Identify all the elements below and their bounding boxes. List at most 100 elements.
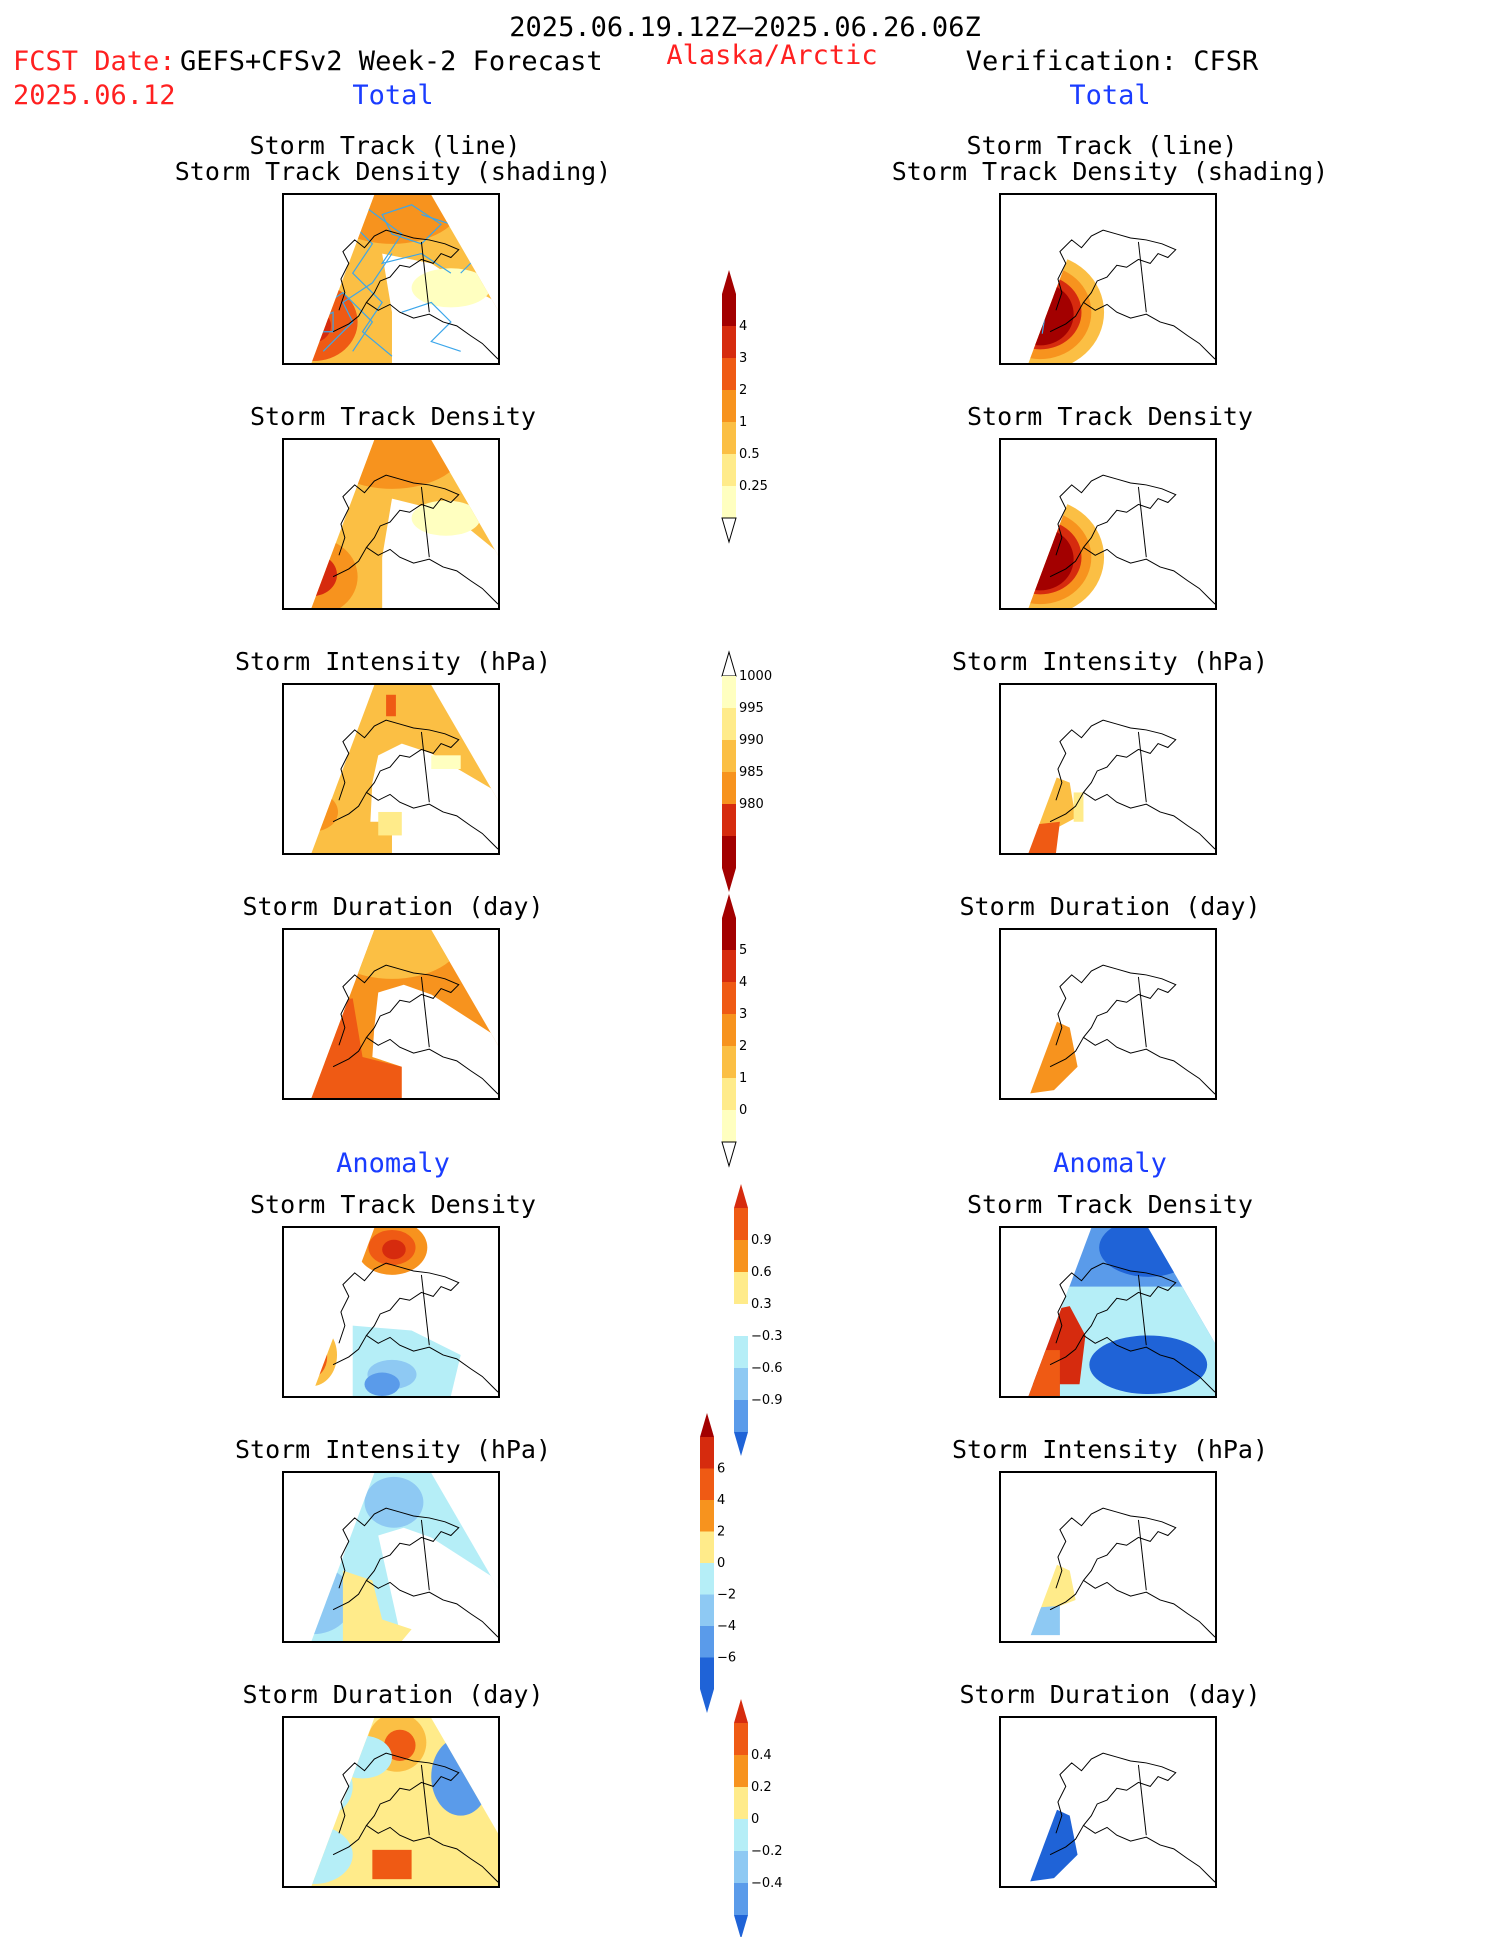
- colorbar-segment: [734, 1208, 748, 1240]
- colorbar-segment: [734, 1400, 748, 1432]
- colorbar-segment: [722, 740, 736, 772]
- coastline: [338, 719, 498, 850]
- colorbar-segment: [734, 1883, 748, 1915]
- shading-layer: [311, 195, 498, 363]
- peninsula-coastline: [1049, 1037, 1084, 1068]
- colorbar-tick-label: −2: [717, 1588, 736, 1603]
- shading-layer: [1028, 1228, 1215, 1396]
- shade-area: [364, 1372, 400, 1396]
- map-duration-forecast: [282, 928, 500, 1100]
- colorbar-tick-label: 0: [751, 1812, 759, 1827]
- shade-area: [1028, 1557, 1076, 1610]
- peninsula-coastline: [1049, 302, 1084, 333]
- border-line: [1137, 486, 1147, 558]
- anomaly-label-left: Anomaly: [336, 1148, 450, 1179]
- colorbar-tick-label: 985: [739, 765, 764, 780]
- peninsula-coastline: [1049, 1580, 1084, 1611]
- colorbar-tick-label: 0.9: [751, 1233, 772, 1248]
- colorbar-tick-label: 0.2: [751, 1780, 772, 1795]
- colorbar-segment: [722, 358, 736, 390]
- shade-area: [370, 743, 498, 853]
- map-density-verification: [999, 438, 1217, 610]
- colorbar-segment: [722, 422, 736, 454]
- shade-area: [1028, 1802, 1078, 1885]
- map-duration-anom-forecast: [282, 1716, 500, 1888]
- shade-area: [386, 694, 396, 717]
- colorbar-tick-label: 1000: [739, 669, 772, 684]
- border-line: [1137, 1274, 1147, 1346]
- shade-area: [411, 268, 491, 308]
- shade-area: [1073, 792, 1084, 822]
- colorbar-tick-label: 0.4: [751, 1748, 772, 1763]
- shade-area: [431, 755, 461, 769]
- shade-area: [311, 553, 338, 597]
- colorbar-intensity: 1000 995 990 985 980: [721, 646, 782, 892]
- title-density-right: Storm Track Density: [967, 402, 1253, 431]
- colorbar-duration-anom: 0.4 0.2 0 −0.2 −0.4: [734, 1693, 794, 1937]
- colorbar-tick-label: 995: [739, 701, 764, 716]
- peninsula-coastline: [332, 302, 367, 333]
- colorbar-segment: [700, 1626, 714, 1658]
- colorbar-tick-label: 4: [717, 1493, 725, 1508]
- border-line: [1137, 1764, 1147, 1836]
- colorbar-tick-label: −4: [717, 1619, 736, 1634]
- coastline: [1055, 1507, 1215, 1638]
- shading-layer: [311, 930, 498, 1098]
- colorbar-segment: [722, 1110, 736, 1142]
- colorbar-segment: [700, 1594, 714, 1626]
- colorbar-intensity-anom-svg: 6 4 2 0 −2 −4 −6: [700, 1413, 736, 1713]
- title-intensity-anom-left: Storm Intensity (hPa): [234, 1435, 552, 1464]
- colorbar-segment: [734, 1787, 748, 1819]
- border-line: [420, 1519, 430, 1591]
- colorbar-tick-label: 4: [739, 319, 747, 334]
- border-line: [420, 1274, 430, 1346]
- coastline: [1055, 719, 1215, 850]
- colorbar-arrow-top: [734, 1184, 748, 1208]
- coastline: [1055, 229, 1215, 360]
- title-density-anom-left: Storm Track Density: [250, 1190, 536, 1219]
- peninsula-coastline: [1049, 792, 1084, 823]
- colorbar-segment: [722, 1078, 736, 1110]
- border-line: [1137, 1519, 1147, 1591]
- colorbar-segment: [722, 676, 736, 708]
- colorbar-segment: [700, 1500, 714, 1532]
- anomaly-label-right: Anomaly: [1053, 1148, 1167, 1179]
- colorbar-density: 4 3 2 1 0.5 0.25: [721, 264, 782, 548]
- shading-layer: [1028, 1718, 1080, 1885]
- coastline: [1055, 964, 1215, 1095]
- border-line: [420, 1764, 430, 1836]
- shade-area: [411, 500, 481, 536]
- shade-area: [1028, 821, 1060, 853]
- shade-area: [1028, 1590, 1041, 1620]
- peninsula-coastline: [1049, 547, 1084, 578]
- colorbar-arrow-top: [700, 1413, 714, 1437]
- colorbar-segment: [722, 486, 736, 518]
- peninsula-coastline: [332, 1335, 367, 1366]
- colorbar-segment: [722, 294, 736, 326]
- title-track-shading-left: Storm Track Density (shading): [174, 157, 612, 186]
- storm-track-line: [1030, 301, 1046, 334]
- border-line: [420, 241, 430, 313]
- shade-area: [1028, 282, 1074, 346]
- map-density-forecast: [282, 438, 500, 610]
- fcst-date: 2025.06.12: [13, 80, 176, 111]
- colorbar-segment: [700, 1531, 714, 1563]
- shade-area: [333, 1735, 392, 1779]
- colorbar-duration: 5 4 3 2 1 0: [721, 888, 782, 1172]
- colorbar-segment: [722, 708, 736, 740]
- colorbar-density-svg: 4 3 2 1 0.5 0.25: [721, 270, 768, 544]
- colorbar-segment: [734, 1336, 748, 1368]
- map-density-anom-forecast: [282, 1226, 500, 1398]
- colorbar-tick-label: 0: [739, 1103, 747, 1118]
- colorbar-tick-label: 990: [739, 733, 764, 748]
- map-duration-verification: [999, 928, 1217, 1100]
- colorbar-arrow-bottom: [721, 517, 737, 544]
- colorbar-segment: [700, 1468, 714, 1500]
- peninsula-coastline: [332, 1580, 367, 1611]
- shade-area: [1057, 685, 1080, 715]
- colorbar-arrow-bottom: [734, 1915, 748, 1937]
- shading-layer: [1028, 440, 1105, 608]
- peninsula-coastline: [1049, 1825, 1084, 1856]
- title-density-left: Storm Track Density: [250, 402, 536, 431]
- border-line: [420, 731, 430, 803]
